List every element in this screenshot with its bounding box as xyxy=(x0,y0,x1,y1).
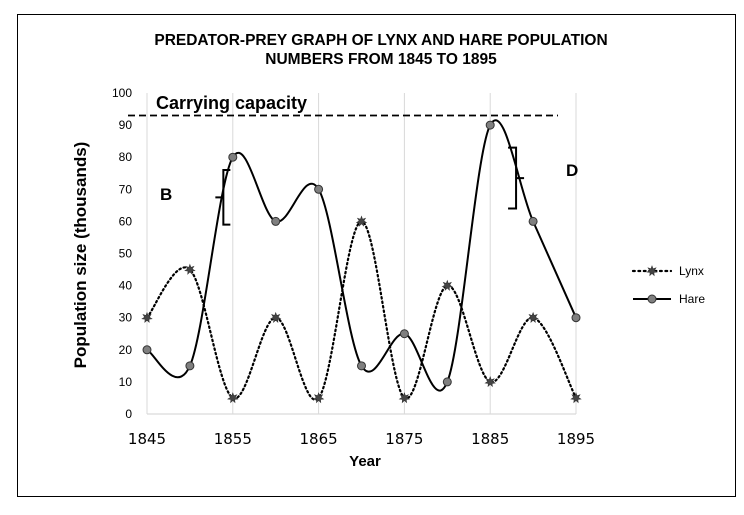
hare-point xyxy=(357,361,366,371)
y-tick-label: 100 xyxy=(112,86,132,100)
legend-lynx-label: Lynx xyxy=(679,264,704,278)
x-tick-label: 1885 xyxy=(471,430,509,448)
legend-hare-label: Hare xyxy=(679,292,705,306)
legend-lynx-marker xyxy=(646,265,658,277)
hare-point xyxy=(314,184,324,194)
series-line-lynx xyxy=(145,220,578,401)
x-tick-label: 1845 xyxy=(128,430,166,448)
annotation-b-label: B xyxy=(160,185,172,204)
lynx-point xyxy=(141,311,153,323)
y-tick-label: 70 xyxy=(119,182,133,196)
lynx-point xyxy=(312,392,325,404)
lynx-point xyxy=(398,392,411,404)
annotation-d-bracket xyxy=(508,146,525,210)
chart-svg: 0 10 20 30 40 50 60 70 80 90 100 1845 1855 1865 1875 18… xyxy=(71,32,705,470)
lynx-point xyxy=(184,263,196,275)
tick-layer: 0 10 20 30 40 50 60 70 80 90 100 1845 1855 1865 1875 18… xyxy=(112,86,595,448)
hare-point xyxy=(142,345,152,355)
chart-title-line-1: PREDATOR-PREY GRAPH OF LYNX AND HARE POP… xyxy=(154,32,607,49)
hare-point xyxy=(399,329,409,339)
x-tick-label: 1895 xyxy=(557,430,595,448)
legend-lynx-star xyxy=(646,265,658,277)
hare-point xyxy=(442,377,452,387)
y-tick-label: 40 xyxy=(119,279,133,293)
x-axis-title: Year xyxy=(349,453,381,470)
y-tick-label: 60 xyxy=(119,214,133,228)
lynx-point xyxy=(227,392,239,404)
carrying-capacity-label: Carrying capacity xyxy=(156,93,307,113)
legend-hare-marker xyxy=(647,294,657,304)
y-tick-label: 0 xyxy=(125,407,132,421)
lynx-point xyxy=(441,279,454,291)
y-tick-label: 10 xyxy=(119,375,133,389)
grid-layer xyxy=(146,93,577,415)
legend: Lynx Hare xyxy=(631,264,705,306)
hare-point xyxy=(528,216,538,226)
annotation-layer xyxy=(215,146,525,226)
y-tick-label: 50 xyxy=(119,247,133,261)
lynx-point xyxy=(269,311,282,323)
chart-frame: 0 10 20 30 40 50 60 70 80 90 100 1845 1855 1865 1875 18… xyxy=(17,14,736,497)
series-layer xyxy=(141,119,582,404)
x-tick-label: 1855 xyxy=(214,430,252,448)
lynx-point xyxy=(570,392,582,404)
hare-point xyxy=(185,361,195,371)
annotation-b-bracket xyxy=(215,169,231,226)
y-tick-label: 30 xyxy=(119,311,133,325)
annotation-d-label: D xyxy=(566,161,578,180)
y-axis-title: Population size (thousands) xyxy=(71,142,90,369)
y-tick-label: 20 xyxy=(119,343,133,357)
hare-point xyxy=(485,120,495,130)
y-tick-label: 90 xyxy=(119,118,133,132)
lynx-point xyxy=(355,215,368,227)
hare-point xyxy=(571,313,581,323)
y-tick-label: 80 xyxy=(119,150,133,164)
lynx-point xyxy=(484,376,496,388)
hare-point xyxy=(271,216,281,226)
chart-title-line-2: NUMBERS FROM 1845 TO 1895 xyxy=(265,51,497,68)
lynx-point xyxy=(527,311,539,323)
x-tick-label: 1865 xyxy=(300,430,338,448)
x-tick-label: 1875 xyxy=(385,430,423,448)
hare-point xyxy=(228,152,238,162)
